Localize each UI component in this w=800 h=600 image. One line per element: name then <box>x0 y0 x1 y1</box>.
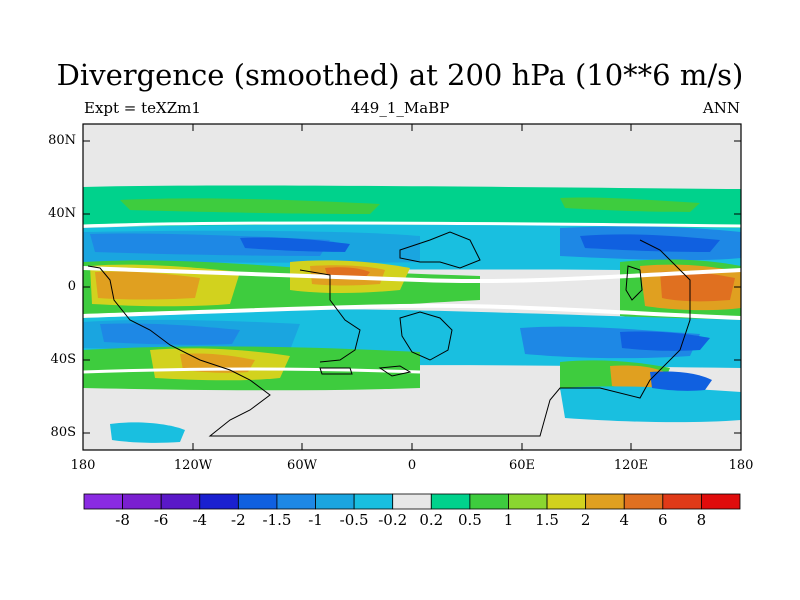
colorbar-swatch <box>83 493 123 510</box>
colorbar-swatch <box>623 493 664 510</box>
colorbar-swatch <box>315 493 355 510</box>
colorbar-swatch <box>160 493 201 510</box>
lon-label-180e: 180 <box>728 458 754 473</box>
colorbar-label: -2 <box>231 511 246 529</box>
case-label: 449_1_MaBP <box>350 99 450 117</box>
lon-label-120e: 120E <box>613 458 649 473</box>
colorbar-label: -0.5 <box>339 511 369 529</box>
lat-label-80n: 80N <box>48 133 76 148</box>
colorbar-label: -4 <box>192 511 208 529</box>
colorbar <box>83 493 741 510</box>
colorbar-swatch <box>662 493 702 510</box>
colorbar-swatch <box>122 493 162 510</box>
lon-label-60w: 60W <box>287 458 317 473</box>
lon-label-0: 0 <box>407 458 417 473</box>
lon-label-120w: 120W <box>173 458 213 473</box>
colorbar-swatch <box>469 493 509 510</box>
divergence-field <box>83 124 741 450</box>
colorbar-label: 1 <box>503 511 514 529</box>
colorbar-label: 1.5 <box>535 511 559 529</box>
colorbar-swatch <box>430 493 471 510</box>
colorbar-swatch <box>276 493 316 510</box>
lat-label-40s: 40S <box>50 352 76 367</box>
colorbar-label: -1.5 <box>262 511 292 529</box>
colorbar-label: 8 <box>696 511 707 529</box>
colorbar-swatch <box>237 493 278 510</box>
period-label: ANN <box>702 99 740 117</box>
colorbar-swatch <box>508 493 548 510</box>
colorbar-label: -8 <box>115 511 130 529</box>
colorbar-label: -1 <box>308 511 323 529</box>
lon-label-180w: 180 <box>70 458 96 473</box>
experiment-label: Expt = teXZm1 <box>84 99 201 117</box>
axis-ticks <box>82 124 742 450</box>
lat-label-80s: 80S <box>50 425 76 440</box>
colorbar-label: -0.2 <box>378 511 408 529</box>
colorbar-label: 6 <box>658 511 668 529</box>
colorbar-swatch <box>546 493 587 510</box>
colorbar-label: 4 <box>619 511 629 529</box>
colorbar-swatch <box>701 493 741 510</box>
lon-label-60e: 60E <box>508 458 536 473</box>
colorbar-label: 0.2 <box>419 511 444 529</box>
lat-label-40n: 40N <box>48 206 76 221</box>
colorbar-label: -6 <box>153 511 169 529</box>
colorbar-label: 0.5 <box>457 511 482 529</box>
map-title: Divergence (smoothed) at 200 hPa (10**6 … <box>56 58 744 92</box>
colorbar-label: 2 <box>580 511 591 529</box>
colorbar-swatch <box>353 493 394 510</box>
lat-label-0: 0 <box>67 279 76 294</box>
colorbar-swatch <box>199 493 239 510</box>
colorbar-swatch <box>585 493 625 510</box>
colorbar-swatch <box>392 493 432 510</box>
